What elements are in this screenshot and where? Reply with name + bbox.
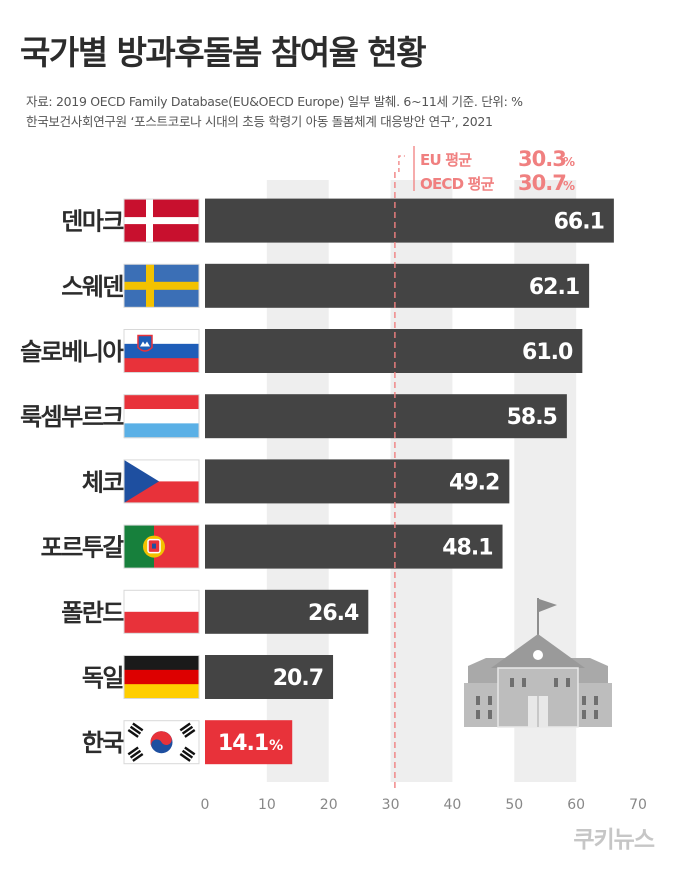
x-tick-label: 40 [444,797,462,813]
luxembourg-flag [123,394,200,439]
bar [205,198,614,243]
korea-flag [123,720,200,765]
category-label: 한국 [82,729,125,757]
category-label: 덴마크 [61,208,124,236]
x-tick-label: 0 [201,797,210,813]
czech-flag [123,459,200,504]
bar [205,263,590,308]
portugal-flag [123,524,200,569]
brand-logo: 쿠키뉴스 [573,827,655,853]
value-label: 48.1 [442,536,492,561]
denmark-flag [123,198,200,243]
average-value: 30.7 [518,171,566,195]
x-tick-label: 70 [629,797,647,813]
average-bracket [398,155,405,172]
x-tick-label: 20 [320,797,338,813]
school-building-icon [464,598,612,728]
value-label: 61.0 [522,340,573,365]
x-tick-label: 10 [258,797,276,813]
category-label: 독일 [82,664,124,692]
x-tick-label: 30 [382,797,400,813]
chart-title: 국가별 방과후돌봄 참여율 현황 [20,33,427,72]
poland-flag [123,589,200,634]
bar [205,459,510,504]
bar [205,720,293,765]
bar [205,655,334,699]
source-note: 자료: 2019 OECD Family Database(EU&OECD Eu… [26,92,523,132]
category-label: 스웨덴 [61,273,123,301]
category-label: 폴란드 [61,599,124,627]
category-label: 체코 [82,468,125,496]
average-value: 30.3 [518,147,566,171]
value-label: 26.4 [308,601,359,626]
bar [205,329,583,373]
bar [205,589,369,634]
bar [205,394,567,439]
value-label: 58.5 [507,405,557,430]
x-tick-label: 50 [505,797,523,813]
value-label: 14.1 [218,731,268,756]
bar [205,524,503,569]
source-line-1: 자료: 2019 OECD Family Database(EU&OECD Eu… [26,94,523,109]
sweden-flag [123,263,200,308]
average-label: OECD 평균 [420,175,495,193]
slovenia-flag [123,329,200,373]
value-label: 20.7 [273,666,323,691]
germany-flag [123,655,200,699]
value-label: 66.1 [554,210,604,235]
category-label: 슬로베니아 [20,338,124,366]
average-label: EU 평균 [420,151,472,169]
average-unit: % [563,155,575,169]
category-label: 포르투갈 [41,534,125,562]
category-label: 룩셈부르크 [20,403,124,431]
average-unit: % [563,179,575,193]
value-label: 62.1 [529,275,579,300]
source-line-2: 한국보건사회연구원 ‘포스트코로나 시대의 초등 학령기 아동 돌봄체계 대응방… [26,114,493,129]
value-label: 49.2 [449,470,499,495]
x-tick-label: 60 [567,797,585,813]
value-unit: % [269,738,283,754]
